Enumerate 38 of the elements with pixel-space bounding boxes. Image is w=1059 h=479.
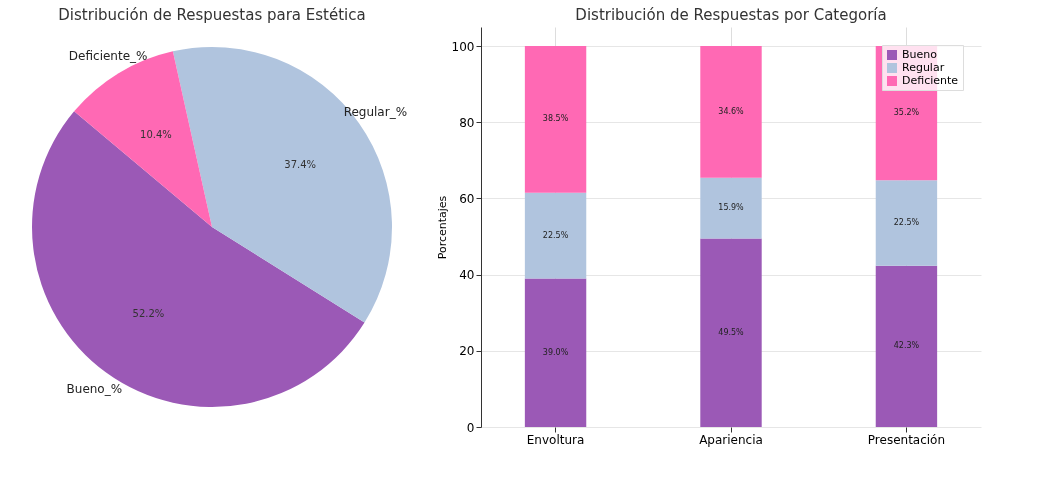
bar xyxy=(700,177,762,239)
y-axis-title: Porcentajes xyxy=(435,195,449,260)
chart-title: Distribución de Respuestas para Estética xyxy=(58,6,366,24)
data-label: 49.5% xyxy=(718,327,745,337)
data-label: 37.4% xyxy=(284,158,317,170)
data-label: 15.9% xyxy=(718,203,745,213)
data-label: 52.2% xyxy=(132,308,165,320)
x-tick-label: Presentación xyxy=(867,432,946,447)
y-tick-label: 40 xyxy=(459,268,475,283)
slice-label: Bueno_% xyxy=(66,381,123,396)
data-label: 34.6% xyxy=(718,106,745,116)
legend-label: Regular xyxy=(902,61,945,74)
data-label: 22.5% xyxy=(893,218,920,227)
data-label: 10.4% xyxy=(140,128,172,140)
bar xyxy=(875,180,938,266)
y-tick-label: 100 xyxy=(451,39,475,54)
bar xyxy=(875,265,938,427)
data-label: 35.2% xyxy=(893,108,920,118)
legend-label: Bueno xyxy=(902,48,938,61)
data-label: 42.3% xyxy=(893,341,920,351)
y-tick-label: 20 xyxy=(459,344,475,359)
x-tick-label: Apariencia xyxy=(699,432,763,447)
bar xyxy=(524,278,587,427)
legend-label: Deficiente xyxy=(902,74,959,87)
bar xyxy=(700,238,762,427)
bar xyxy=(524,192,587,279)
y-tick-label: 0 xyxy=(466,420,475,435)
bar xyxy=(700,46,762,178)
chart-title: Distribución de Respuestas por Categoría xyxy=(575,6,887,24)
y-tick-label: 60 xyxy=(459,191,475,206)
data-label: 22.5% xyxy=(542,230,569,240)
data-label: 38.5% xyxy=(542,114,569,124)
y-tick-label: 80 xyxy=(459,115,475,130)
data-label: 39.0% xyxy=(542,347,569,357)
slice-label: Deficiente_% xyxy=(68,49,148,64)
slice-label: Regular_% xyxy=(343,104,408,119)
x-tick-label: Envoltura xyxy=(526,432,585,447)
bar xyxy=(524,46,587,193)
